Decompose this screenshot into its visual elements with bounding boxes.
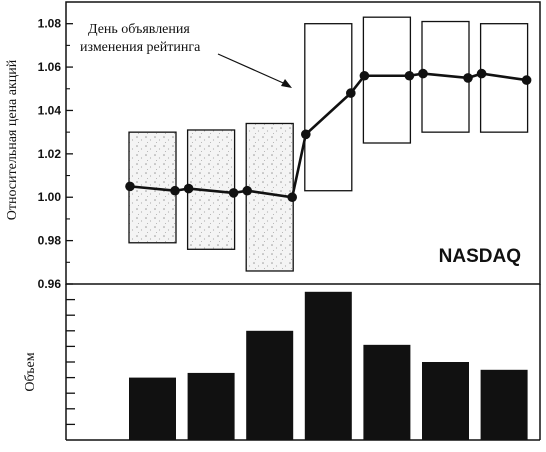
price-point (463, 73, 473, 83)
annotation-arrow-shaft (217, 53, 291, 87)
price-range-box (362, 16, 412, 144)
annotation-arrow-head (281, 79, 292, 88)
volume-bar (363, 344, 411, 440)
price-point (476, 68, 487, 79)
price-tick-label: 0.98 (38, 234, 62, 248)
volume-y-ticks (66, 298, 75, 426)
volume-bar (422, 362, 469, 440)
volume-bar (480, 369, 528, 440)
price-point (301, 129, 311, 140)
annotation-line-1: День объявления (88, 22, 190, 37)
nasdaq-label: NASDAQ (439, 246, 521, 267)
price-point (125, 181, 135, 192)
volume-bar (304, 291, 352, 440)
price-point (287, 192, 298, 203)
volume-bar (246, 330, 294, 440)
price-series-line (129, 72, 527, 199)
annotation-line-2: изменения рейтинга (80, 40, 201, 55)
price-point (170, 185, 180, 196)
price-range-box (304, 23, 353, 192)
price-tick-label: 1.06 (38, 60, 62, 74)
volume-y-axis-title: Объем (23, 352, 38, 391)
price-point (242, 185, 252, 196)
price-y-axis-title: Относительная цена акций (5, 59, 20, 220)
volume-bars (129, 291, 528, 440)
volume-panel: Объем (23, 284, 541, 441)
price-point (228, 188, 239, 198)
price-tick-label: 1.00 (38, 190, 62, 204)
price-tick-label: 1.02 (38, 147, 62, 161)
price-boxes (128, 16, 529, 272)
price-tick-label: 1.04 (38, 103, 62, 117)
volume-bar (187, 372, 235, 440)
price-point (359, 70, 370, 81)
price-point (521, 75, 532, 85)
price-y-ticks: 0.96 0.98 1.00 1.02 1.04 1.06 1.08 (38, 17, 73, 291)
price-plot-frame (65, 1, 541, 285)
price-point (418, 68, 428, 79)
price-tick-label: 0.96 (38, 277, 62, 291)
price-tick-label: 1.08 (38, 17, 62, 31)
price-panel: 0.96 0.98 1.00 1.02 1.04 1.06 1.08 Относительн… (5, 1, 541, 291)
price-point (404, 70, 415, 81)
volume-bar (129, 377, 176, 440)
price-line (125, 68, 532, 203)
price-point (346, 88, 356, 98)
price-point (183, 183, 194, 194)
